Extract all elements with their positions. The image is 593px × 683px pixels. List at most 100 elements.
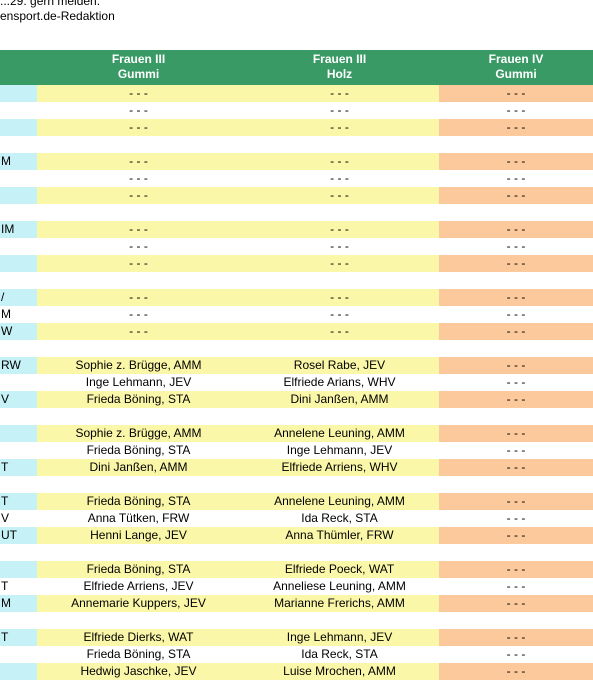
table-cell: Ida Reck, STA <box>301 647 378 661</box>
table-row: Frieda Böning, STA Inge Lehmann, JEV - - - <box>0 442 593 459</box>
row-label-cell <box>0 663 37 680</box>
row-label-cell <box>0 561 37 578</box>
spacer-row <box>0 612 593 629</box>
table-cell: - - - <box>240 289 439 306</box>
row-label-cell <box>0 442 37 459</box>
table-row: W- - -- - -- - - <box>0 323 593 340</box>
table-row: - - -- - -- - - <box>0 119 593 136</box>
table-row: RW Sophie z. Brügge, AMM Rosel Rabe, JEV - … <box>0 357 593 374</box>
table-cell: - - - <box>439 374 593 391</box>
table-row: - - -- - -- - - <box>0 170 593 187</box>
table-cell: - - - <box>37 85 240 102</box>
table-cell: - - - <box>439 221 593 238</box>
table-cell: - - - <box>330 171 349 185</box>
table-row: T Elfriede Arriens, JEV Anneliese Leuning,… <box>0 578 593 595</box>
table-cell: - - - <box>439 425 593 442</box>
table-row: V Frieda Böning, STA Dini Janßen, AMM - - - <box>0 391 593 408</box>
table-cell: Ida Reck, STA <box>301 511 378 525</box>
table-row: T Dini Janßen, AMM Elfriede Arriens, WHV - … <box>0 459 593 476</box>
table-cell: - - - <box>439 306 593 323</box>
table-cell: Inge Lehmann, JEV <box>286 443 393 457</box>
row-label-cell: IM <box>0 221 37 238</box>
table-cell: - - - <box>439 646 593 663</box>
row-label-cell: V <box>0 391 37 408</box>
table-cell: Annemarie Kuppers, JEV <box>37 595 240 612</box>
row-label-cell: T <box>1 579 9 593</box>
header-frauen-iii-holz: Frauen III Holz <box>312 52 367 81</box>
table-cell: - - - <box>330 239 349 253</box>
row-label-cell <box>0 374 37 391</box>
table-cell: - - - <box>129 103 148 117</box>
table-row: M- - -- - -- - - <box>0 306 593 323</box>
table-row: - - -- - -- - - <box>0 85 593 102</box>
table-cell: - - - <box>439 187 593 204</box>
table-row: V Anna Tütken, FRW Ida Reck, STA - - - <box>0 510 593 527</box>
table-cell: Frieda Böning, STA <box>86 443 191 457</box>
table-cell: - - - <box>439 578 593 595</box>
header-frauen-iii-gummi: Frauen III Gummi <box>111 52 166 81</box>
spacer-row <box>0 544 593 561</box>
table-cell: Inge Lehmann, JEV <box>85 375 192 389</box>
intro-text-line-1: ...29. gern melden. <box>0 0 101 8</box>
table-cell: - - - <box>439 289 593 306</box>
table-cell: Elfriede Poeck, WAT <box>240 561 439 578</box>
row-label-cell: T <box>0 493 37 510</box>
table-cell: - - - <box>129 239 148 253</box>
row-label-cell <box>0 238 37 255</box>
table-cell: - - - <box>37 221 240 238</box>
row-label-cell: W <box>0 323 37 340</box>
table-row: Sophie z. Brügge, AMM Annelene Leuning, A… <box>0 425 593 442</box>
table-cell: Rosel Rabe, JEV <box>240 357 439 374</box>
table-row: - - -- - -- - - <box>0 102 593 119</box>
row-label-cell <box>0 646 37 663</box>
table-cell: - - - <box>439 510 593 527</box>
row-label-cell: V <box>1 511 10 525</box>
table-cell: - - - <box>439 170 593 187</box>
table-cell: Henni Lange, JEV <box>37 527 240 544</box>
table-row: - - -- - -- - - <box>0 187 593 204</box>
table-cell: Anneliese Leuning, AMM <box>273 579 406 593</box>
table-cell: - - - <box>439 459 593 476</box>
table-cell: Sophie z. Brügge, AMM <box>37 357 240 374</box>
table-cell: - - - <box>240 255 439 272</box>
table-cell: - - - <box>439 561 593 578</box>
table-cell: Hedwig Jaschke, JEV <box>37 663 240 680</box>
row-label-cell: T <box>0 629 37 646</box>
table-cell: - - - <box>439 663 593 680</box>
table-cell: - - - <box>37 119 240 136</box>
row-label-cell <box>0 85 37 102</box>
table-cell: - - - <box>240 187 439 204</box>
table-cell: Elfriede Arians, WHV <box>283 375 396 389</box>
table-row: Inge Lehmann, JEV Elfriede Arians, WHV - -… <box>0 374 593 391</box>
editorial-signature: ensport.de-Redaktion <box>0 9 115 23</box>
table-cell: - - - <box>439 595 593 612</box>
table-cell: - - - <box>37 289 240 306</box>
table-row: Frieda Böning, STA Ida Reck, STA - - - <box>0 646 593 663</box>
table-cell: - - - <box>37 153 240 170</box>
table-row: T Frieda Böning, STA Annelene Leuning, AMM… <box>0 493 593 510</box>
table-cell: - - - <box>439 391 593 408</box>
table-cell: - - - <box>439 442 593 459</box>
table-cell: - - - <box>240 119 439 136</box>
table-cell: Dini Janßen, AMM <box>37 459 240 476</box>
table-cell: Annelene Leuning, AMM <box>240 425 439 442</box>
table-cell: - - - <box>439 255 593 272</box>
table-cell: Frieda Böning, STA <box>37 561 240 578</box>
row-label-cell <box>0 187 37 204</box>
table-cell: - - - <box>439 629 593 646</box>
table-row: T Elfriede Dierks, WAT Inge Lehmann, JEV - … <box>0 629 593 646</box>
row-label-cell <box>0 102 37 119</box>
row-label-cell: T <box>0 459 37 476</box>
table-row: IM - - -- - -- - - <box>0 221 593 238</box>
table-row: M- - -- - -- - - <box>0 153 593 170</box>
table-cell: - - - <box>439 493 593 510</box>
table-cell: - - - <box>330 103 349 117</box>
table-cell: Frieda Böning, STA <box>86 647 191 661</box>
table-header: Frauen III Gummi Frauen III Holz Frauen … <box>0 50 593 85</box>
spacer-row <box>0 272 593 289</box>
table-row: - - -- - -- - - <box>0 255 593 272</box>
table-row: Frieda Böning, STA Elfriede Poeck, WAT - -… <box>0 561 593 578</box>
table-cell: - - - <box>37 323 240 340</box>
row-label-cell: M <box>0 153 37 170</box>
row-label-cell <box>0 425 37 442</box>
